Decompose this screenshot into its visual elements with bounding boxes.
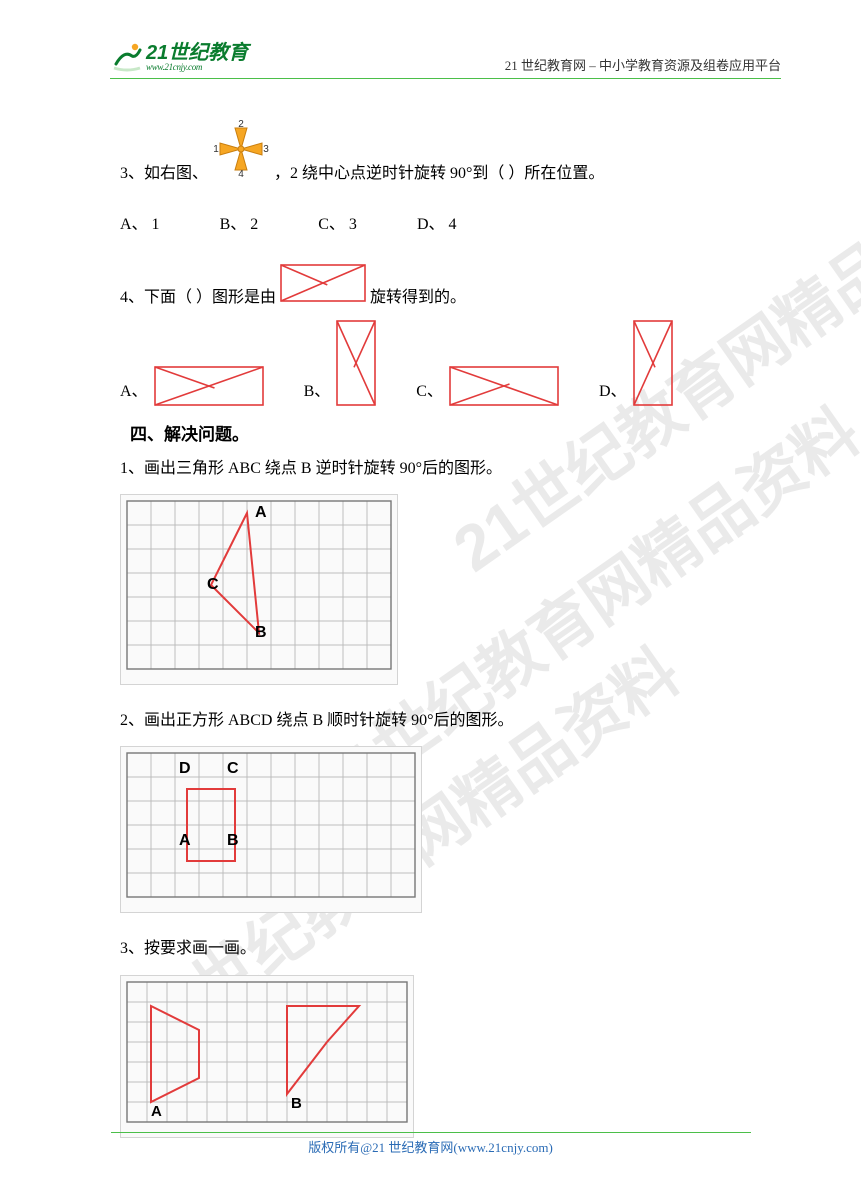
svg-text:A: A [179, 832, 191, 849]
q4-option[interactable]: C、 [416, 366, 559, 406]
option-label: C、 [416, 378, 443, 405]
svg-text:B: B [255, 624, 267, 641]
sq2-figure: D C A B [120, 746, 422, 913]
logo-runner-icon [110, 40, 144, 74]
sq1-text: 1、画出三角形 ABC 绕点 B 逆时针旋转 90°后的图形。 [120, 455, 761, 482]
option-figure-icon [633, 320, 673, 406]
sq1-figure: A C B [120, 494, 398, 685]
sq3-text: 3、按要求画一画。 [120, 935, 761, 962]
sq2-text: 2、画出正方形 ABCD 绕点 B 顺时针旋转 90°后的图形。 [120, 707, 761, 734]
svg-text:4: 4 [238, 169, 244, 178]
q4-stem-figure-icon [280, 264, 366, 311]
svg-text:B: B [227, 832, 239, 849]
q3-option[interactable]: D、 4 [417, 211, 457, 238]
q3-options: A、 1 B、 2 C、 3 D、 4 [120, 211, 761, 238]
q4-prefix: 4、下面（ ）图形是由 [120, 284, 276, 311]
svg-text:1: 1 [213, 144, 219, 155]
q3-option[interactable]: A、 1 [120, 211, 160, 238]
q3-suffix: ，2 绕中心点逆时针旋转 90°到（ ）所在位置。 [274, 160, 604, 187]
option-figure-icon [154, 366, 264, 406]
q3-prefix: 3、如右图、 [120, 160, 208, 187]
q3-option[interactable]: C、 3 [318, 211, 357, 238]
svg-text:A: A [255, 504, 267, 521]
svg-text:D: D [179, 760, 191, 777]
brand-logo: 21世纪教育 www.21cnjy.com [110, 40, 248, 74]
svg-text:A: A [151, 1103, 162, 1120]
option-label: B、 [304, 378, 331, 405]
question-3: 3、如右图、 2 3 4 1 ，2 绕中心点逆时针旋转 90°到（ ）所在位置。 A、… [120, 120, 761, 238]
solve-question-2: 2、画出正方形 ABCD 绕点 B 顺时针旋转 90°后的图形。 D C A B [120, 707, 761, 913]
solve-question-3: 3、按要求画一画。 AB [120, 935, 761, 1137]
q3-figure-cross-icon: 2 3 4 1 [212, 120, 270, 187]
q4-option[interactable]: D、 [599, 320, 673, 406]
header-subtitle: 21 世纪教育网 – 中小学教育资源及组卷应用平台 [505, 55, 781, 74]
logo-url: www.21cnjy.com [146, 63, 248, 72]
section-4-title: 四、解决问题。 [130, 420, 761, 445]
svg-text:C: C [207, 576, 219, 593]
logo-title: 21世纪教育 [146, 43, 248, 63]
page-content: 3、如右图、 2 3 4 1 ，2 绕中心点逆时针旋转 90°到（ ）所在位置。 A、… [120, 110, 761, 1138]
page-header: 21世纪教育 www.21cnjy.com 21 世纪教育网 – 中小学教育资源… [110, 40, 781, 79]
svg-text:B: B [291, 1095, 302, 1112]
solve-question-1: 1、画出三角形 ABC 绕点 B 逆时针旋转 90°后的图形。 A C B [120, 455, 761, 685]
option-figure-icon [449, 366, 559, 406]
option-label: D、 [599, 378, 627, 405]
sq3-figure: AB [120, 975, 414, 1138]
q4-option[interactable]: B、 [304, 320, 377, 406]
svg-text:2: 2 [238, 120, 244, 130]
q4-suffix: 旋转得到的。 [370, 284, 466, 311]
svg-text:3: 3 [263, 144, 269, 155]
page-footer: 版权所有@21 世纪教育网(www.21cnjy.com) [111, 1132, 751, 1156]
svg-text:C: C [227, 760, 239, 777]
q4-option[interactable]: A、 [120, 366, 264, 406]
q3-option[interactable]: B、 2 [220, 211, 259, 238]
option-label: A、 [120, 378, 148, 405]
question-4: 4、下面（ ）图形是由 旋转得到的。 A、 B、 C、 D、 [120, 264, 761, 405]
q4-options: A、 B、 C、 D、 [120, 320, 761, 406]
option-figure-icon [336, 320, 376, 406]
